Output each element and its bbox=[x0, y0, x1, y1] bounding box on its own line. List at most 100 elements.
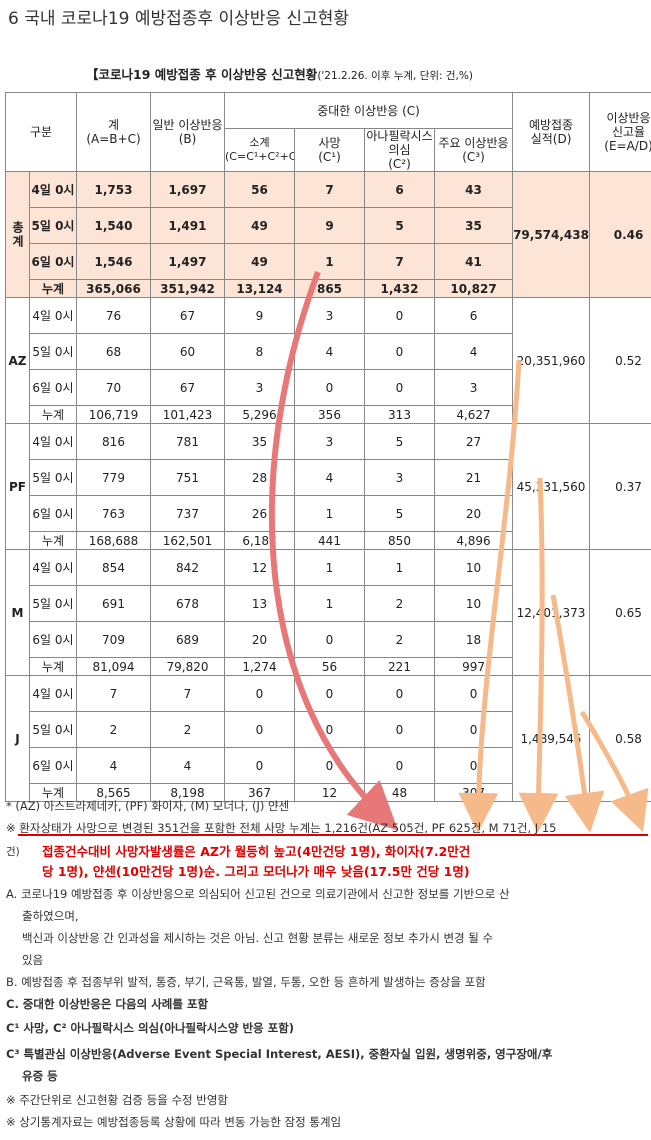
table-cell: 0 bbox=[364, 297, 435, 334]
header-serious: 중대한 이상반응 (C) bbox=[223, 92, 514, 129]
vaccinations-cell: 20,351,960 bbox=[512, 297, 591, 424]
note-provisional: ※ 상기통계자료는 예방접종등록 상황에 따라 변동 가능한 잠정 통계임 bbox=[6, 1115, 342, 1129]
table-cell: 3 bbox=[433, 369, 514, 406]
row-label: 6일 0시 bbox=[29, 495, 77, 532]
note-c3b: 유증 등 bbox=[22, 1069, 58, 1083]
rate-cell: 0.46 bbox=[589, 171, 651, 298]
table-cell: 0 bbox=[364, 369, 435, 406]
row-label: 누계 bbox=[29, 657, 77, 676]
row-label: 4일 0시 bbox=[29, 297, 77, 334]
table-cell: 4 bbox=[433, 333, 514, 370]
table-cell: 27 bbox=[433, 423, 514, 460]
death-note: ※ 환자상태가 사망으로 변경된 351건을 포함한 전체 사망 누계는 1,2… bbox=[6, 821, 557, 835]
section-title: 6 국내 코로나19 예방접종후 이상반응 신고현황 bbox=[8, 9, 349, 29]
table-cell: 49 bbox=[224, 243, 295, 280]
table-cell: 1,274 bbox=[224, 657, 295, 676]
table-cell: 313 bbox=[364, 405, 435, 424]
table-cell: 307 bbox=[433, 783, 514, 802]
row-label: 6일 0시 bbox=[29, 747, 77, 784]
table-cell: 6,187 bbox=[224, 531, 295, 550]
table-cell: 20 bbox=[224, 621, 295, 658]
table-cell: 1 bbox=[294, 549, 365, 586]
table-cell: 0 bbox=[294, 675, 365, 712]
table-cell: 5 bbox=[364, 495, 435, 532]
table-cell: 5,296 bbox=[224, 405, 295, 424]
table-cell: 709 bbox=[76, 621, 151, 658]
table-cell: 763 bbox=[76, 495, 151, 532]
table-cell: 67 bbox=[150, 297, 225, 334]
header-general: 일반 이상반응 (B) bbox=[150, 92, 225, 172]
table-cell: 3 bbox=[364, 459, 435, 496]
table-cell: 2 bbox=[364, 621, 435, 658]
table-cell: 21 bbox=[433, 459, 514, 496]
table-cell: 737 bbox=[150, 495, 225, 532]
table-cell: 35 bbox=[433, 207, 514, 244]
table-cell: 781 bbox=[150, 423, 225, 460]
table-cell: 13 bbox=[224, 585, 295, 622]
table-cell: 997 bbox=[433, 657, 514, 676]
note-c3a: C³ 특별관심 이상반응(Adverse Event Special Inter… bbox=[6, 1047, 553, 1061]
table-cell: 12 bbox=[224, 549, 295, 586]
table-cell: 0 bbox=[224, 675, 295, 712]
row-label: 4일 0시 bbox=[29, 549, 77, 586]
table-cell: 26 bbox=[224, 495, 295, 532]
row-label: 6일 0시 bbox=[29, 243, 77, 280]
rate-cell: 0.37 bbox=[589, 423, 651, 550]
table-cell: 1,697 bbox=[150, 171, 225, 208]
header-death: 사망 (C¹) bbox=[294, 128, 365, 172]
table-cell: 441 bbox=[294, 531, 365, 550]
table-cell: 0 bbox=[224, 747, 295, 784]
table-cell: 101,423 bbox=[150, 405, 225, 424]
table-cell: 106,719 bbox=[76, 405, 151, 424]
table-cell: 0 bbox=[433, 747, 514, 784]
table-row: PF 4일 0시 816 781 35 3 5 27 45,331,560 0.37 bbox=[5, 423, 651, 550]
row-label: 5일 0시 bbox=[29, 585, 77, 622]
row-label: 누계 bbox=[29, 279, 77, 298]
table-cell: 865 bbox=[294, 279, 365, 298]
table-cell: 2 bbox=[150, 711, 225, 748]
table-cell: 365,066 bbox=[76, 279, 151, 298]
table-cell: 1 bbox=[294, 495, 365, 532]
table-cell: 4 bbox=[294, 333, 365, 370]
row-label: 6일 0시 bbox=[29, 621, 77, 658]
table-cell: 9 bbox=[224, 297, 295, 334]
header-group: 구분 bbox=[5, 92, 77, 172]
table-cell: 1,432 bbox=[364, 279, 435, 298]
table-cell: 162,501 bbox=[150, 531, 225, 550]
table-cell: 3 bbox=[294, 297, 365, 334]
table-cell: 12 bbox=[294, 783, 365, 802]
row-label: 5일 0시 bbox=[29, 459, 77, 496]
table-cell: 4 bbox=[294, 459, 365, 496]
rate-cell: 0.65 bbox=[589, 549, 651, 676]
table-cell: 68 bbox=[76, 333, 151, 370]
caption-sub: ('21.2.26. 이후 누계, 단위: 건,%) bbox=[317, 70, 473, 82]
table-cell: 20 bbox=[433, 495, 514, 532]
table-cell: 1 bbox=[364, 549, 435, 586]
table-cell: 0 bbox=[433, 675, 514, 712]
rate-cell: 0.58 bbox=[589, 675, 651, 802]
table-cell: 4 bbox=[150, 747, 225, 784]
row-label: 5일 0시 bbox=[29, 207, 77, 244]
header-major: 주요 이상반응 (C³) bbox=[433, 128, 514, 172]
table-cell: 7 bbox=[364, 243, 435, 280]
table-cell: 689 bbox=[150, 621, 225, 658]
table-cell: 35 bbox=[224, 423, 295, 460]
table-cell: 49 bbox=[224, 207, 295, 244]
table-cell: 691 bbox=[76, 585, 151, 622]
table-cell: 1 bbox=[294, 243, 365, 280]
table-cell: 1,753 bbox=[76, 171, 151, 208]
group-label: 총계 bbox=[5, 171, 30, 298]
table-cell: 7 bbox=[76, 675, 151, 712]
row-label: 4일 0시 bbox=[29, 171, 77, 208]
note-a4: 있음 bbox=[22, 953, 44, 967]
vaccinations-cell: 1,489,545 bbox=[512, 675, 591, 802]
row-label: 5일 0시 bbox=[29, 711, 77, 748]
header-total: 계 (A=B+C) bbox=[76, 92, 151, 172]
death-note-cont: 건) bbox=[6, 846, 20, 858]
table-cell: 678 bbox=[150, 585, 225, 622]
group-label: M bbox=[5, 549, 30, 676]
table-cell: 0 bbox=[433, 711, 514, 748]
table-cell: 0 bbox=[294, 711, 365, 748]
table-cell: 8 bbox=[224, 333, 295, 370]
table-cell: 816 bbox=[76, 423, 151, 460]
